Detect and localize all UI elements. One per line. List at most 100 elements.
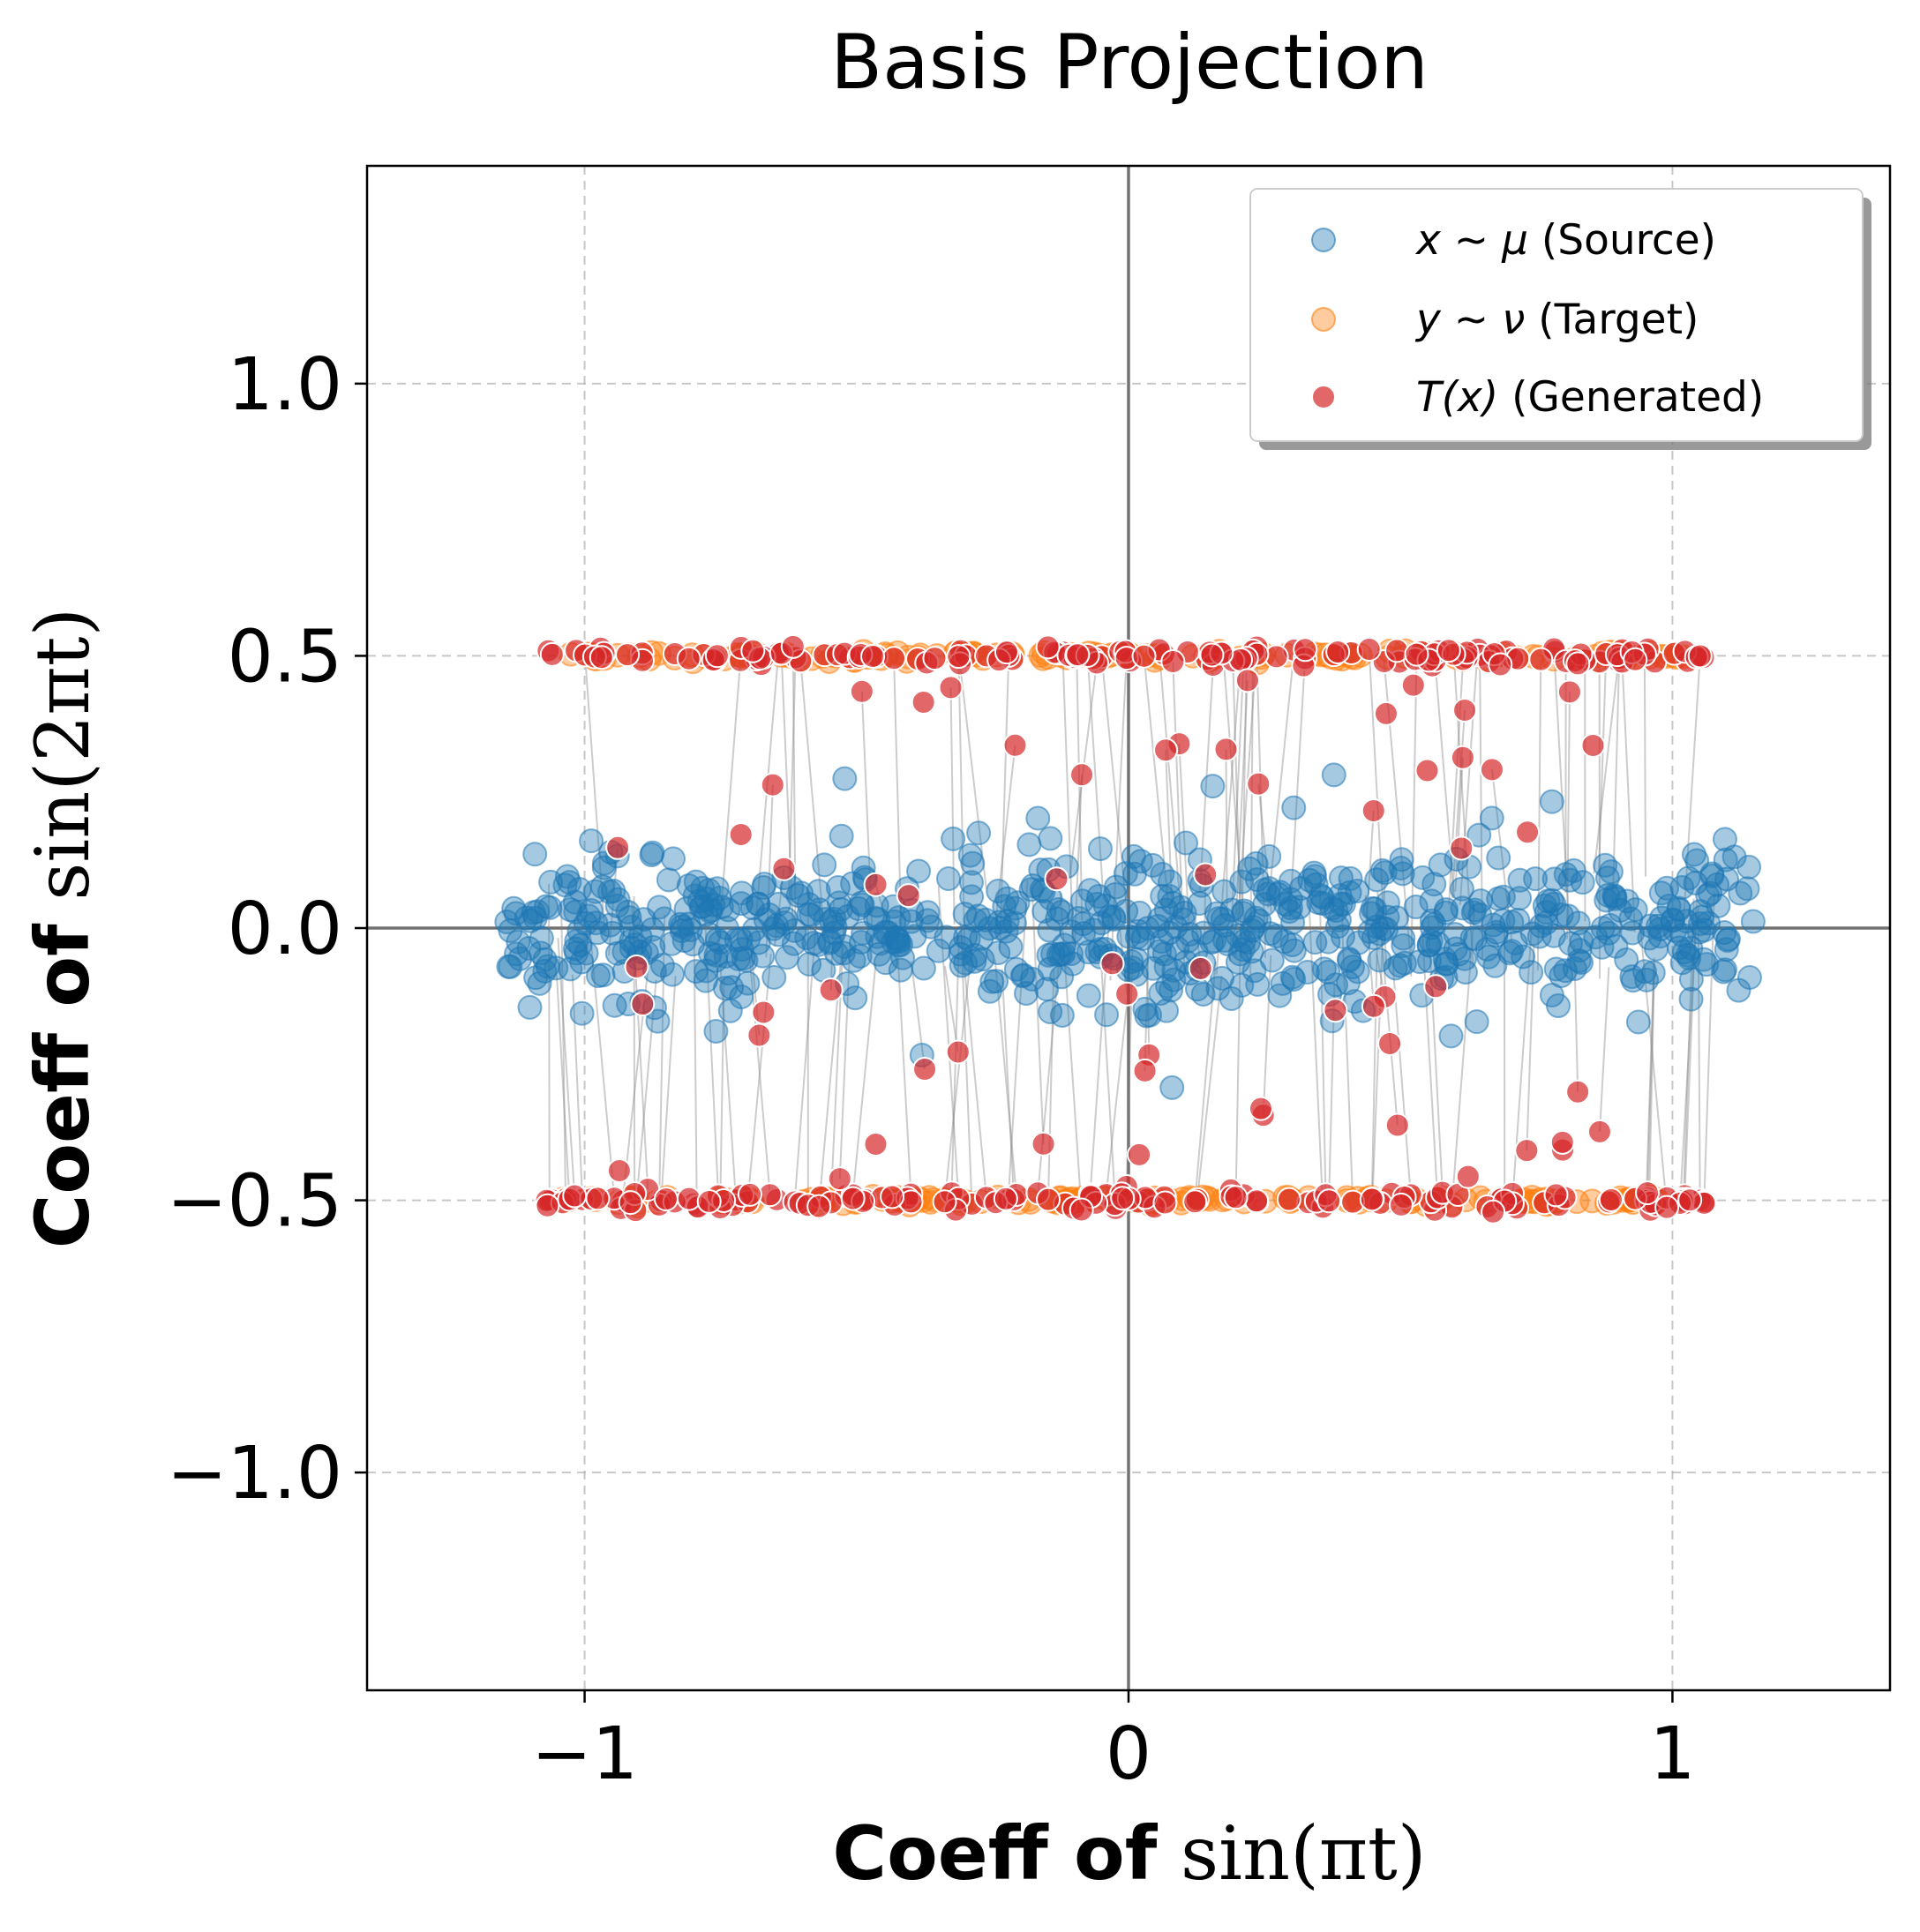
source-point-618: [963, 908, 988, 933]
generated-point-309: [1515, 820, 1541, 845]
generated-point-165: [1182, 1189, 1208, 1215]
source-point-666: [1364, 914, 1390, 940]
generated-point-288: [1131, 643, 1157, 669]
source-point-283: [774, 945, 799, 970]
source-point-692: [953, 950, 979, 976]
source-point-607: [1649, 905, 1675, 931]
source-point-178: [1094, 1002, 1120, 1028]
source-point-612: [821, 920, 847, 946]
generated-point-359: [1361, 798, 1386, 823]
generated-point-352: [1450, 745, 1475, 770]
source-point-550: [1281, 938, 1307, 963]
source-point-571: [1433, 900, 1459, 925]
source-point-544: [1682, 842, 1707, 867]
source-point-680: [1346, 930, 1371, 955]
source-point-408: [1383, 955, 1408, 981]
source-point-159: [1076, 983, 1101, 1008]
generated-point-257: [1388, 1192, 1414, 1217]
source-point-650: [1210, 906, 1235, 932]
generated-point-171: [1598, 1187, 1624, 1212]
connection-line-94: [719, 977, 725, 1209]
connection-line-134: [1165, 750, 1174, 905]
source-point-672: [1326, 907, 1352, 932]
y-tick-label-2: 0.0: [228, 887, 342, 971]
source-point-490: [1281, 795, 1307, 820]
source-point-592: [627, 924, 653, 949]
connection-line-88: [1703, 892, 1715, 1203]
source-point-617: [957, 842, 983, 868]
connection-line-146: [765, 784, 774, 958]
source-point-438: [1316, 929, 1341, 955]
connection-line-56: [1308, 895, 1324, 1208]
generated-point-102: [1528, 647, 1554, 672]
connection-line-41: [1645, 957, 1655, 1202]
generated-point-322: [1565, 1079, 1591, 1105]
generated-point-357: [1479, 757, 1504, 783]
source-point-96: [1200, 774, 1226, 799]
y-tick-label-1: 0.5: [228, 615, 342, 699]
source-point-174: [1337, 880, 1362, 905]
source-point-574: [552, 872, 578, 898]
generated-point-337: [896, 883, 921, 909]
connection-line-142: [1451, 709, 1466, 899]
source-point-606: [1391, 925, 1416, 951]
connection-line-138: [1031, 891, 1045, 1144]
source-point-566: [1147, 906, 1173, 932]
source-point-342: [640, 840, 665, 865]
generated-point-314: [863, 1131, 889, 1157]
connection-line-130: [1178, 744, 1190, 932]
generated-point-270: [1565, 651, 1591, 677]
generated-point-294: [1199, 642, 1225, 668]
source-point-424: [1264, 924, 1289, 949]
source-point-222: [585, 963, 611, 989]
connection-line-76: [1339, 879, 1354, 1202]
source-point-86: [1486, 845, 1511, 871]
connection-line-68: [851, 963, 877, 1195]
y-ticks: 1.0 0.5 0.0 −0.5 −1.0: [167, 343, 367, 1516]
generated-point-341: [1031, 1131, 1056, 1157]
source-point-646: [750, 943, 776, 969]
source-point-572: [1046, 942, 1071, 968]
source-point-290: [829, 823, 854, 849]
source-point-476: [789, 880, 814, 906]
source-point-694: [1311, 956, 1337, 982]
source-point-521: [1225, 923, 1250, 948]
source-point-660: [1667, 935, 1692, 961]
legend: x ~ μ (Source) y ~ ν (Target) T(x) (Gene…: [1249, 188, 1871, 450]
generated-point-229: [1110, 1186, 1136, 1211]
connection-line-80: [1256, 654, 1267, 958]
source-point-676: [1446, 941, 1472, 967]
generated-point-225: [1036, 1187, 1061, 1212]
generated-point-296: [922, 646, 948, 671]
y-tick-label-3: −0.5: [167, 1160, 342, 1244]
source-point-507: [965, 903, 991, 929]
source-point-621: [1511, 944, 1536, 970]
connection-line-101: [1215, 659, 1241, 975]
connection-line-16: [548, 883, 551, 1202]
generated-point-274: [589, 645, 614, 670]
source-point-431: [1736, 854, 1762, 880]
source-point-345: [812, 852, 837, 878]
source-point-657: [1535, 888, 1561, 914]
connection-line-6: [1648, 962, 1655, 1199]
generated-point-300: [945, 1039, 971, 1065]
source-point-33: [797, 951, 822, 977]
generated-point-292: [1623, 647, 1648, 672]
source-point-546: [719, 975, 745, 1000]
source-point-444: [1483, 923, 1509, 948]
generated-point-338: [1373, 700, 1399, 726]
source-point-229: [1153, 954, 1179, 979]
source-points: [494, 762, 1766, 1100]
source-point-661: [496, 954, 521, 979]
generated-point-188: [1035, 634, 1061, 660]
legend-label-source: x ~ μ (Source): [1414, 216, 1716, 265]
source-point-416: [1410, 865, 1436, 890]
generated-point-260: [1404, 641, 1429, 667]
connection-line-35: [1249, 650, 1255, 978]
generated-point-258: [1687, 643, 1713, 669]
source-point-336: [1640, 960, 1666, 985]
source-point-565: [659, 931, 685, 956]
source-point-591: [1278, 887, 1303, 912]
connection-line-79: [1086, 655, 1104, 889]
connection-line-148: [1364, 895, 1375, 1007]
